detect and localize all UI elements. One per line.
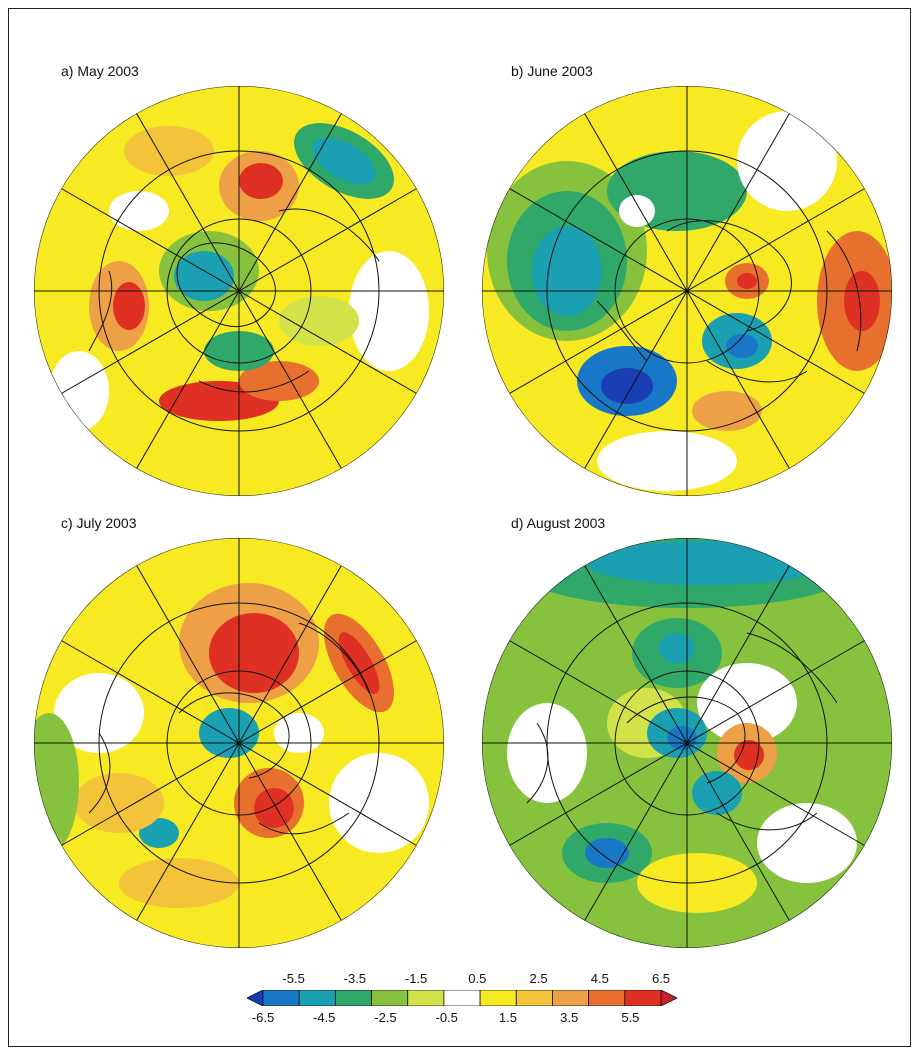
colorbar-segment <box>334 990 372 1006</box>
colorbar-segment <box>443 990 481 1006</box>
figure-frame: a) May 2003 <box>8 8 911 1047</box>
coastlines-d <box>526 632 838 831</box>
colorbar-tick-label-bottom: -6.5 <box>251 1010 275 1025</box>
panel-title-c: c) July 2003 <box>61 515 137 531</box>
polar-map-august <box>482 538 892 948</box>
colorbar-segment <box>515 990 553 1006</box>
colorbar-tick-label-top: 0.5 <box>468 971 487 986</box>
colorbar-tick-label-bottom: 1.5 <box>498 1010 517 1025</box>
anomaly-fill-c <box>34 583 429 908</box>
grid-lines-d <box>482 538 892 948</box>
colorbar-tick-label-top: -5.5 <box>282 971 305 986</box>
colorbar-tick-label-bottom: -0.5 <box>435 1010 458 1025</box>
colorbar-segment <box>371 990 409 1006</box>
colorbar-tick-label-top: 6.5 <box>651 971 671 986</box>
colorbar-segment <box>588 990 626 1006</box>
panel-title-b: b) June 2003 <box>511 63 593 79</box>
grid-lines-c <box>34 538 444 948</box>
colorbar-segment <box>624 990 662 1006</box>
colorbar-left-triangle <box>247 990 264 1006</box>
grid-lines-b <box>482 86 892 496</box>
colorbar-right-triangle <box>660 990 677 1006</box>
colorbar-segment <box>262 990 300 1006</box>
panel-title-a: a) May 2003 <box>61 63 139 79</box>
anomaly-fill-b <box>487 111 892 491</box>
polar-map-july <box>34 538 444 948</box>
colorbar-segment <box>298 990 336 1006</box>
coastlines-b <box>596 220 862 383</box>
colorbar-tick-label-top: -1.5 <box>404 971 428 986</box>
colorbar-tick-label-bottom: -4.5 <box>313 1010 336 1025</box>
coastlines-a <box>88 208 380 393</box>
grid-lines-a <box>34 86 444 496</box>
coastlines-c <box>88 622 370 835</box>
colorbar <box>247 990 677 1006</box>
colorbar-tick-label-top: -3.5 <box>343 971 367 986</box>
panel-title-d: d) August 2003 <box>511 515 606 531</box>
polar-map-june <box>482 86 892 496</box>
colorbar-segment <box>407 990 445 1006</box>
colorbar-tick-label-bottom: -2.5 <box>374 1010 397 1025</box>
polar-map-may <box>34 86 444 496</box>
colorbar-tick-label-bottom: 5.5 <box>621 1010 640 1025</box>
colorbar-tick-label-top: 4.5 <box>590 971 609 986</box>
colorbar-tick-label-top: 2.5 <box>529 971 548 986</box>
colorbar-tick-label-bottom: 3.5 <box>560 1010 579 1025</box>
colorbar-segment <box>479 990 517 1006</box>
colorbar-segment <box>552 990 590 1006</box>
